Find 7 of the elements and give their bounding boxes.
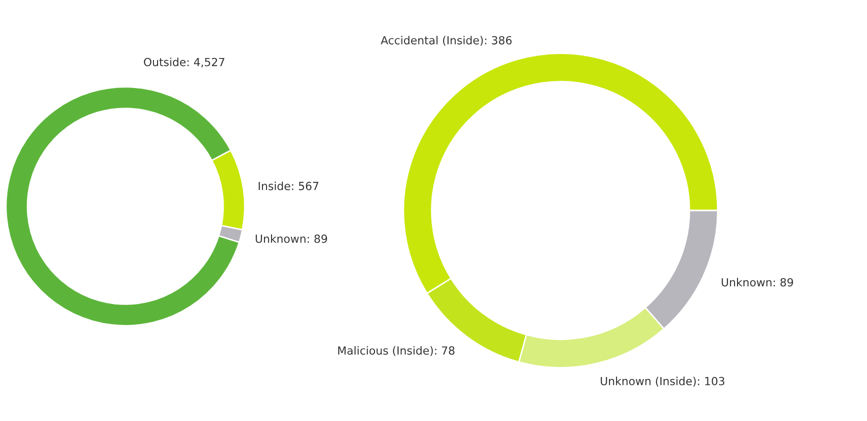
slice-label: Unknown: 89 (256, 234, 328, 243)
slice-label: Accidental (Inside): 386 (380, 36, 512, 46)
slice-label: Inside: 567 (258, 182, 318, 190)
slice-label: Unknown: 89 (722, 278, 794, 286)
slice-label: Outside: 4,527 (144, 58, 224, 68)
slice-label: Unknown (Inside): 103 (600, 376, 724, 387)
slice-label: Malicious (Inside): 78 (338, 346, 454, 356)
